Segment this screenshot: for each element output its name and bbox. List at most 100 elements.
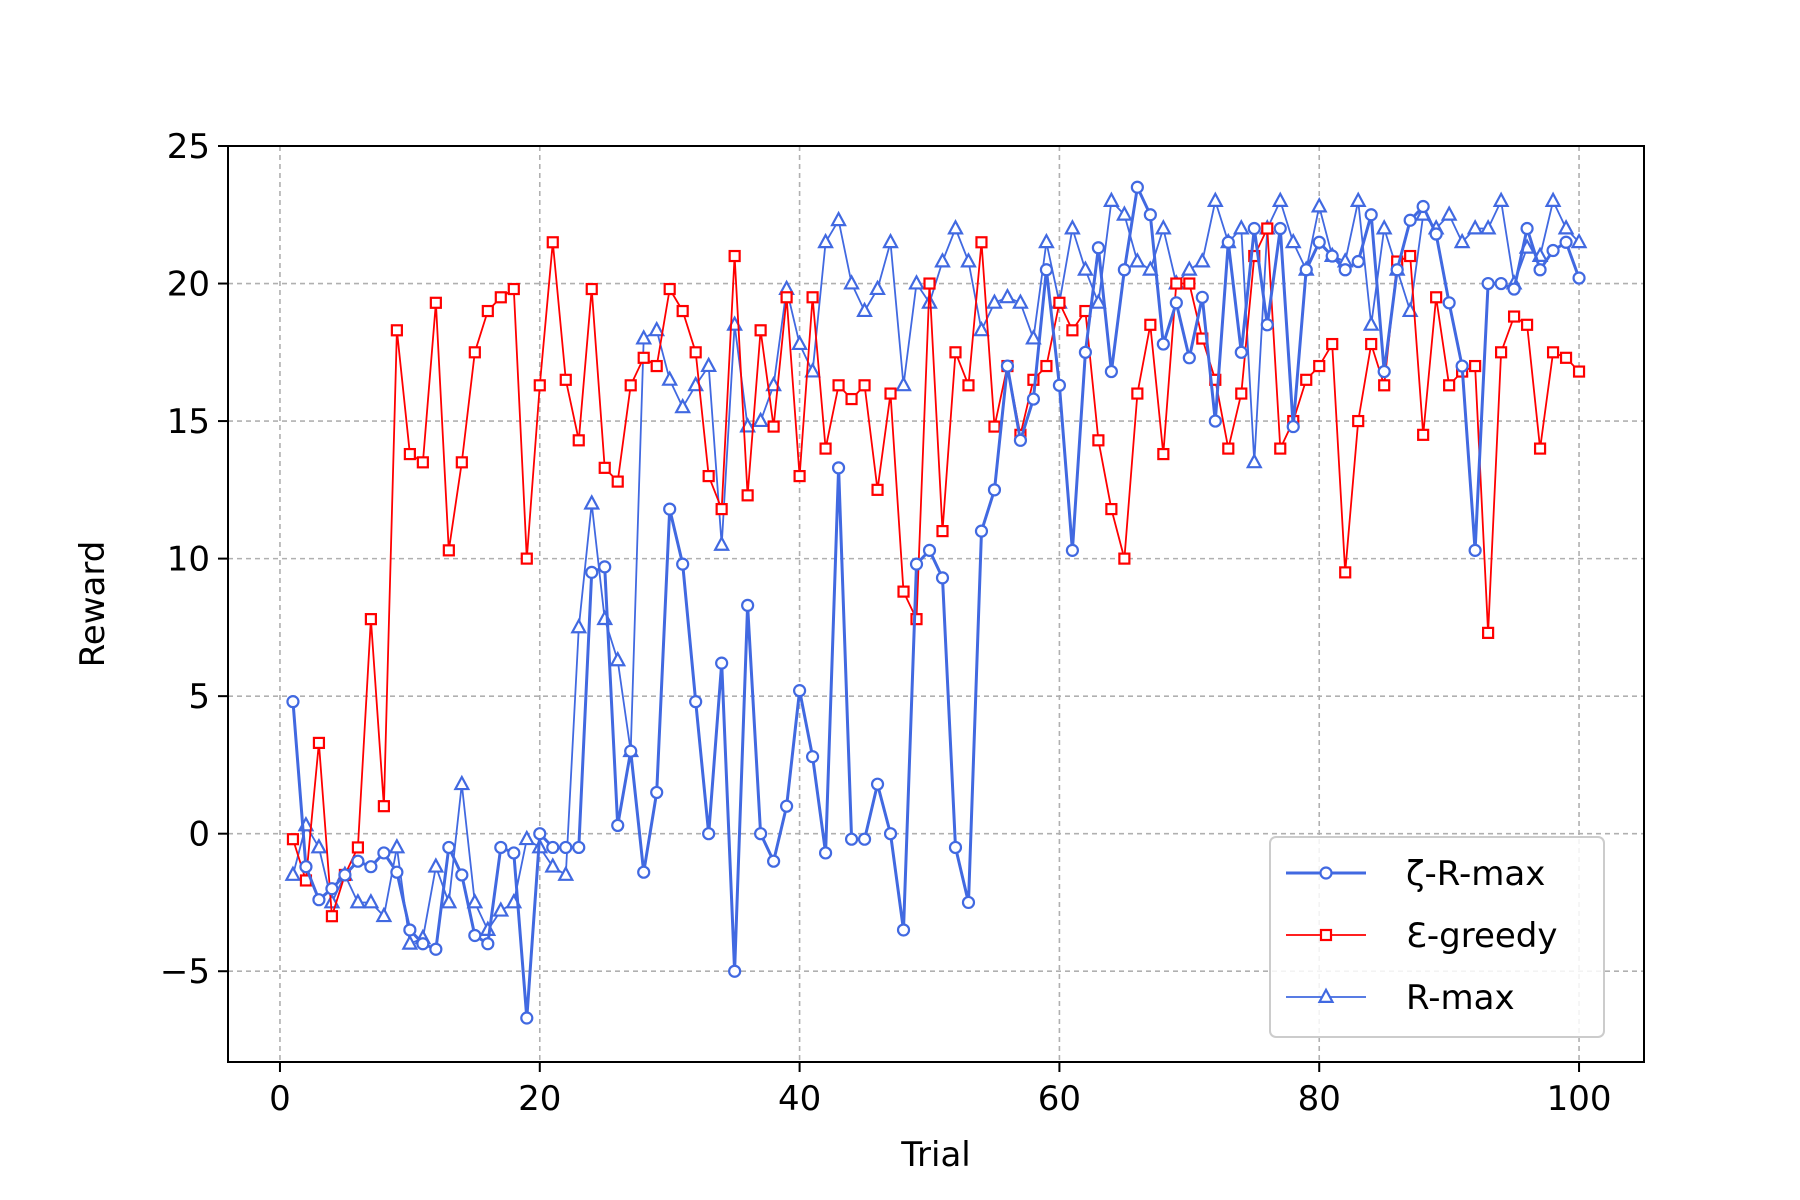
data-point-square-10 xyxy=(403,447,416,461)
data-point-square-31 xyxy=(676,304,689,318)
data-point-circle-98 xyxy=(1546,243,1560,258)
data-point-square-92 xyxy=(1469,359,1482,373)
legend-marker-circle xyxy=(1319,866,1333,880)
data-point-square-98 xyxy=(1546,346,1560,359)
data-point-triangle-14 xyxy=(453,774,471,791)
data-point-circle-67 xyxy=(1143,208,1157,222)
data-point-square-25 xyxy=(598,461,611,474)
series-line-square xyxy=(292,227,1580,918)
data-point-triangle-23 xyxy=(570,617,588,634)
data-point-circle-8 xyxy=(377,846,391,860)
data-point-square-97 xyxy=(1533,442,1547,455)
data-point-circle-70 xyxy=(1182,351,1196,365)
data-point-triangle-17 xyxy=(492,901,510,917)
data-point-triangle-66 xyxy=(1129,252,1146,268)
data-point-circle-1 xyxy=(286,695,300,709)
data-point-triangle-68 xyxy=(1154,219,1172,235)
data-point-triangle-78 xyxy=(1284,232,1302,249)
data-point-triangle-94 xyxy=(1492,191,1510,207)
data-point-square-6 xyxy=(351,841,365,854)
data-point-circle-54 xyxy=(974,524,989,538)
data-point-square-11 xyxy=(416,456,429,469)
data-point-square-83 xyxy=(1352,414,1365,428)
data-point-square-16 xyxy=(481,304,494,318)
data-point-triangle-10 xyxy=(401,934,419,950)
data-point-square-95 xyxy=(1507,310,1521,323)
data-point-triangle-12 xyxy=(427,857,445,873)
data-point-triangle-71 xyxy=(1193,252,1211,268)
y-axis-label: Reward xyxy=(73,541,113,668)
data-point-circle-85 xyxy=(1377,364,1391,379)
data-point-circle-31 xyxy=(676,557,690,571)
data-point-circle-10 xyxy=(403,923,417,937)
data-point-triangle-29 xyxy=(648,320,666,337)
data-point-square-39 xyxy=(780,291,793,304)
data-point-square-4 xyxy=(325,910,339,923)
data-point-square-48 xyxy=(897,585,910,598)
data-point-triangle-84 xyxy=(1362,315,1380,331)
data-point-circle-77 xyxy=(1273,221,1287,236)
data-point-square-100 xyxy=(1572,365,1586,378)
data-point-circle-86 xyxy=(1390,263,1404,277)
data-point-triangle-15 xyxy=(466,892,484,909)
x-tick-label-0: 0 xyxy=(269,1079,291,1119)
data-point-square-24 xyxy=(585,282,598,296)
data-point-triangle-47 xyxy=(882,232,899,249)
data-point-circle-26 xyxy=(611,818,625,833)
data-point-circle-95 xyxy=(1507,282,1521,296)
data-point-triangle-67 xyxy=(1142,260,1159,276)
data-point-triangle-61 xyxy=(1064,219,1081,235)
data-point-circle-3 xyxy=(312,893,326,907)
data-point-square-82 xyxy=(1339,566,1352,579)
data-point-square-52 xyxy=(949,346,962,359)
data-point-square-81 xyxy=(1326,337,1339,351)
data-point-triangle-48 xyxy=(895,375,912,392)
data-point-square-61 xyxy=(1066,324,1079,337)
data-point-triangle-41 xyxy=(804,362,821,378)
data-point-circle-38 xyxy=(767,854,781,868)
data-point-square-80 xyxy=(1313,359,1326,373)
data-point-triangle-42 xyxy=(817,232,834,249)
data-point-triangle-34 xyxy=(713,535,730,551)
data-point-circle-25 xyxy=(598,560,612,574)
data-point-circle-35 xyxy=(728,964,742,978)
data-point-triangle-99 xyxy=(1557,219,1575,235)
data-point-square-50 xyxy=(923,277,936,290)
data-point-circle-19 xyxy=(520,1011,534,1025)
data-point-circle-22 xyxy=(559,840,573,855)
data-point-square-51 xyxy=(936,525,949,538)
x-tick-label-1: 20 xyxy=(518,1079,561,1119)
data-point-square-54 xyxy=(975,236,988,249)
data-point-circle-97 xyxy=(1533,263,1547,277)
data-point-circle-51 xyxy=(935,571,950,585)
data-point-circle-79 xyxy=(1299,263,1313,277)
data-point-circle-81 xyxy=(1325,249,1339,263)
data-point-square-68 xyxy=(1157,447,1170,461)
data-point-square-41 xyxy=(806,291,819,304)
data-point-circle-58 xyxy=(1026,392,1041,406)
y-tick-label-6: 25 xyxy=(167,127,210,167)
data-point-square-90 xyxy=(1443,379,1456,392)
data-point-square-33 xyxy=(702,469,715,483)
data-point-circle-74 xyxy=(1234,345,1248,359)
data-point-triangle-28 xyxy=(635,329,653,345)
data-point-square-8 xyxy=(377,800,390,813)
grid xyxy=(228,145,1644,1062)
data-point-circle-75 xyxy=(1247,221,1261,236)
data-point-circle-33 xyxy=(702,827,716,841)
data-point-square-30 xyxy=(663,282,676,296)
data-point-square-63 xyxy=(1092,434,1105,447)
legend-label-circle: ζ-R-max xyxy=(1406,854,1545,894)
data-point-square-69 xyxy=(1170,277,1183,290)
data-point-circle-89 xyxy=(1429,227,1443,241)
data-point-circle-32 xyxy=(689,695,703,709)
data-point-triangle-72 xyxy=(1206,191,1224,207)
data-point-circle-72 xyxy=(1208,414,1222,428)
data-point-triangle-93 xyxy=(1479,219,1497,235)
data-point-square-28 xyxy=(637,351,650,364)
x-tick-label-4: 80 xyxy=(1298,1079,1341,1119)
data-point-circle-7 xyxy=(364,860,378,874)
data-point-triangle-54 xyxy=(973,320,990,337)
axes: 0 20 40 60 80 100 −5 0 5 10 15 20 25 xyxy=(160,127,1612,1119)
